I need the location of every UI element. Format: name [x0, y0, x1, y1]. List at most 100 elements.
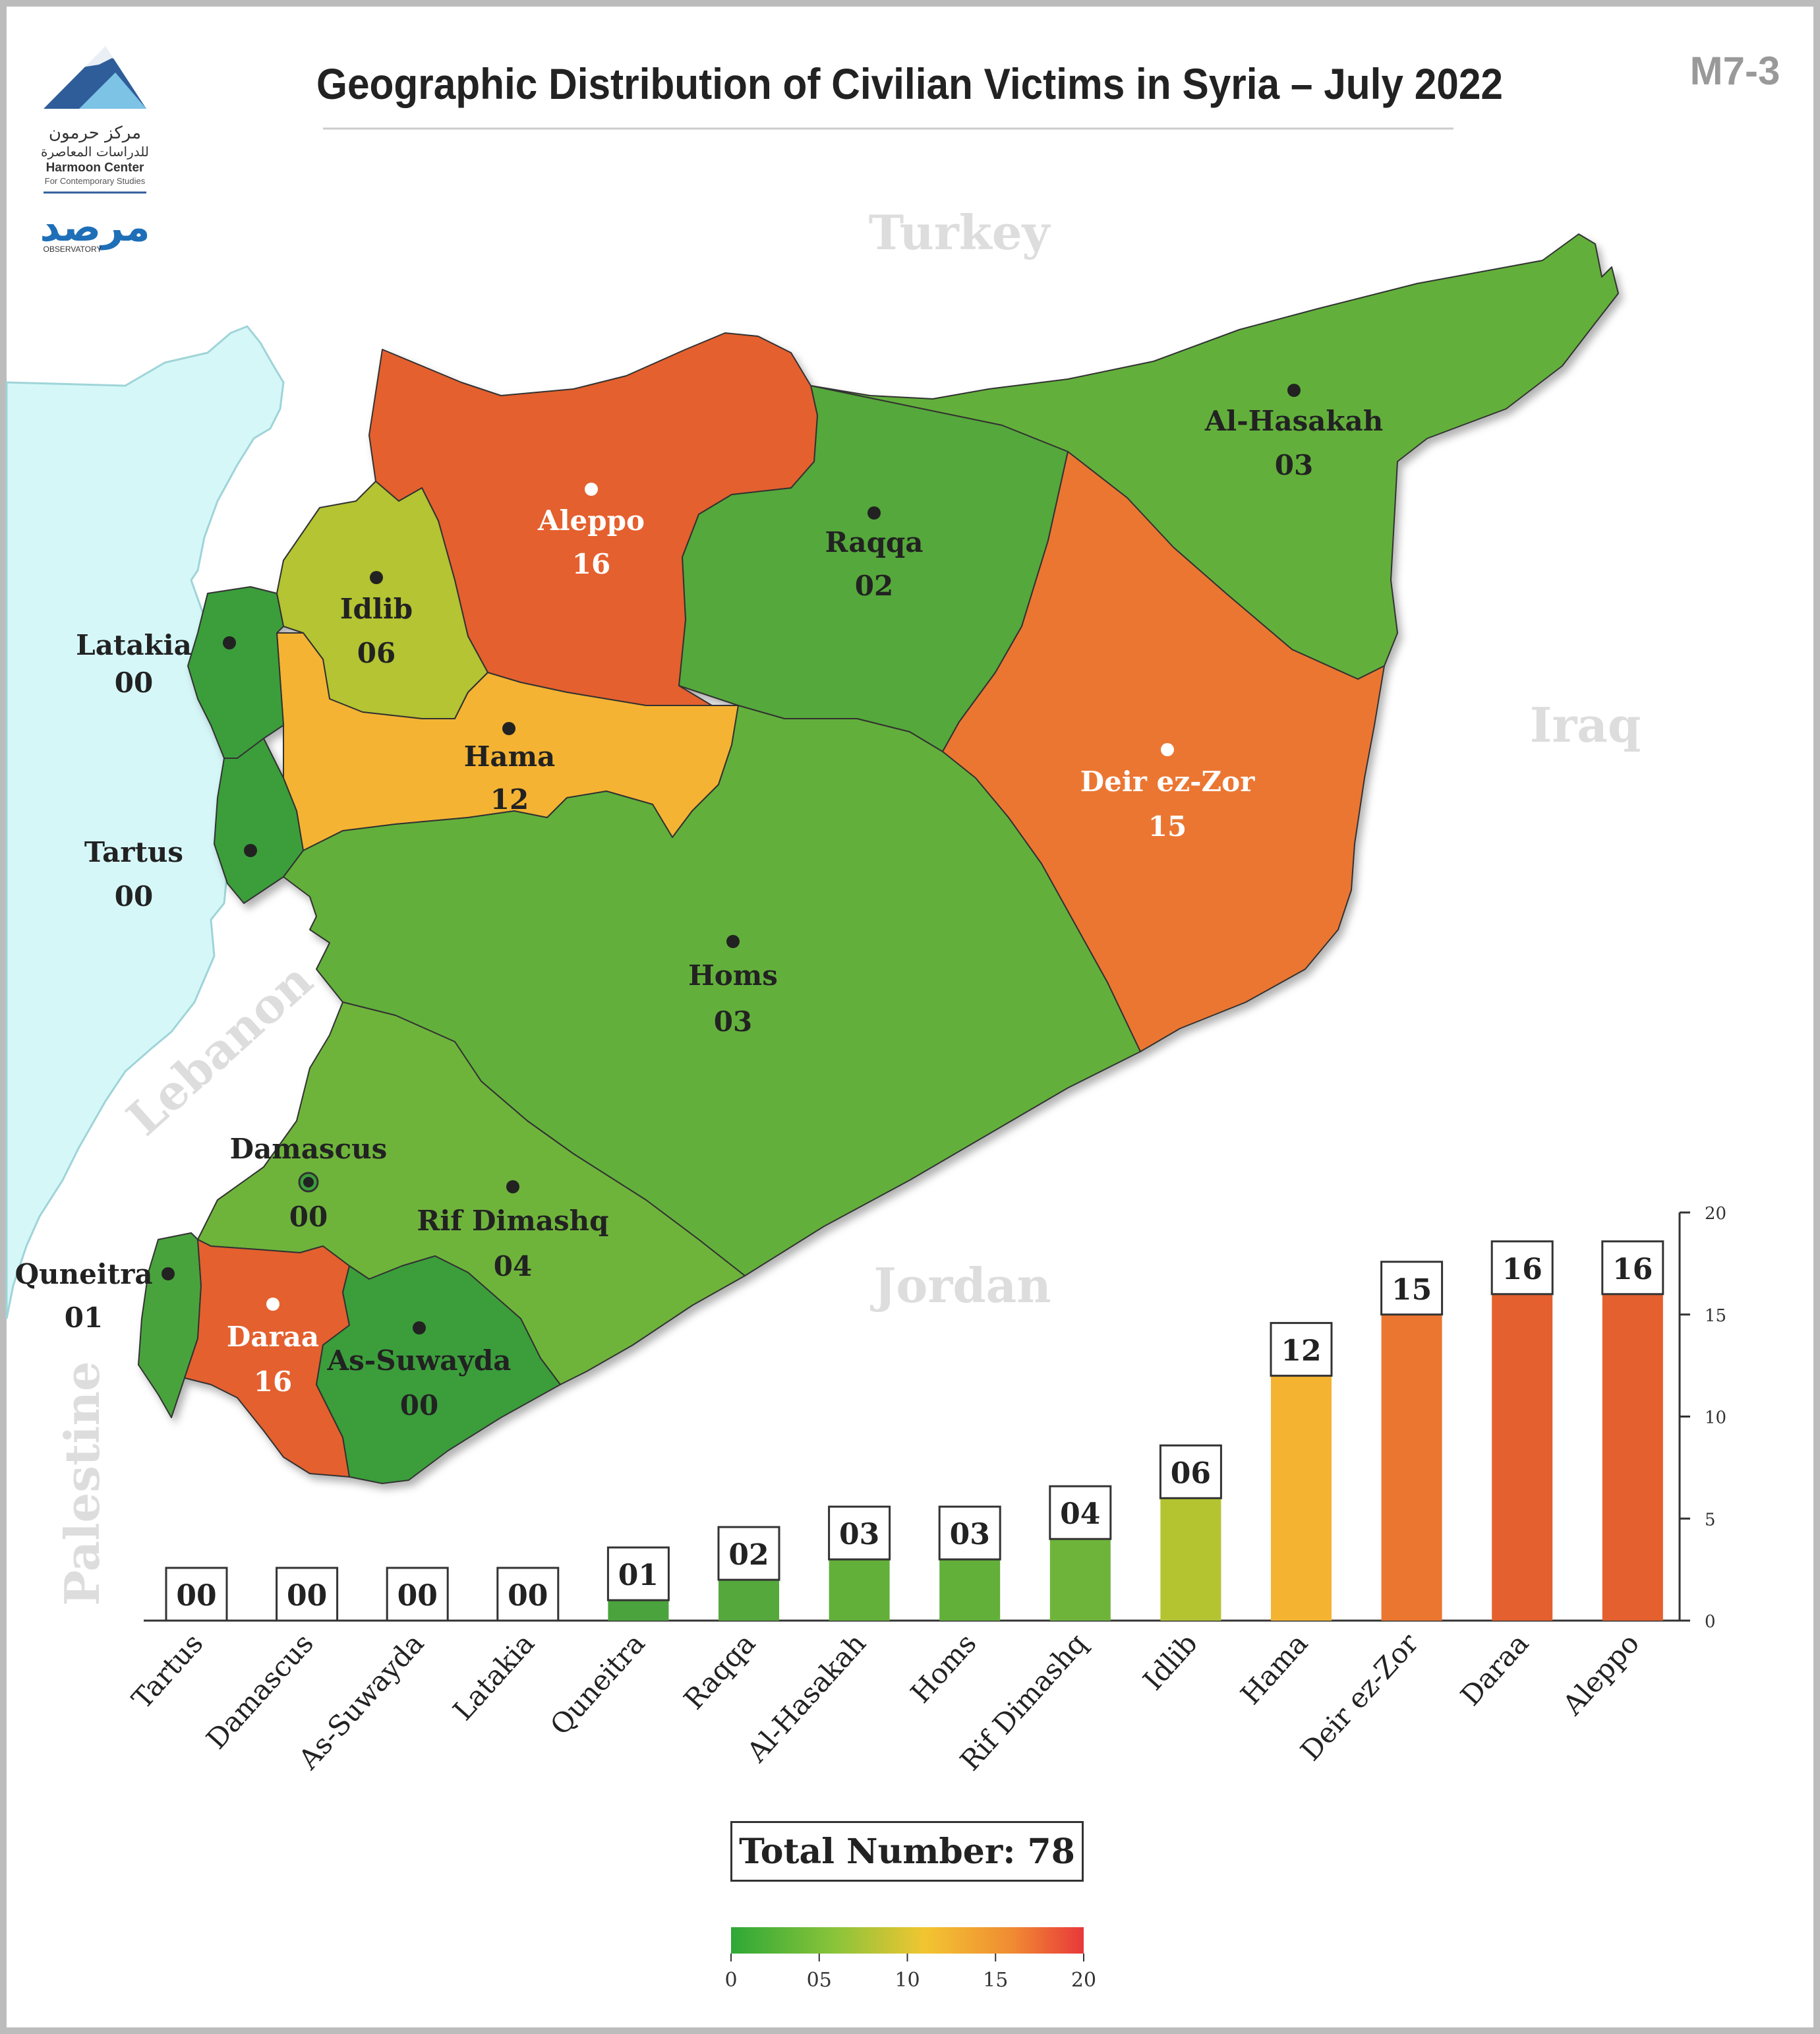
- page-title: Geographic Distribution of Civilian Vict…: [316, 59, 1503, 108]
- logo-arabic-2: للدراسات المعاصرة: [41, 144, 149, 160]
- bar-value-label: 16: [1612, 1253, 1653, 1286]
- marker-quneitra: [161, 1267, 175, 1280]
- label-raqqa: Raqqa 02: [825, 506, 924, 602]
- region-as-suwayda[interactable]: [316, 1255, 561, 1484]
- marker-as-suwayda: [413, 1321, 426, 1334]
- bar-value-box: [276, 1567, 339, 1622]
- syria-map: [138, 233, 1619, 1484]
- name-damascus: Damascus: [230, 1133, 388, 1165]
- bar-value-box: [1490, 1240, 1554, 1296]
- value-quneitra: 01: [65, 1301, 103, 1334]
- country-palestine: Palestine: [54, 1361, 110, 1605]
- observatory-arabic: مرصد: [40, 204, 150, 251]
- marker-damascus: [303, 1177, 314, 1187]
- name-hama: Hama: [464, 740, 556, 773]
- logo-name: Harmoon Center: [46, 161, 144, 175]
- bar-value-label: 04: [1060, 1497, 1100, 1531]
- marker-homs: [726, 935, 740, 948]
- marker-latakia: [223, 636, 236, 649]
- bar-value-box: [828, 1505, 891, 1561]
- marker-rif-dimashq: [506, 1180, 519, 1193]
- marker-aleppo: [585, 483, 598, 496]
- category-label: Damascus: [200, 1627, 320, 1755]
- color-scale: 0 05 10 15 20: [724, 1927, 1096, 1992]
- bar-value-label: 03: [950, 1518, 990, 1551]
- bar-value-box: [1049, 1485, 1112, 1540]
- label-tartus: Tartus 00: [84, 836, 257, 912]
- bar[interactable]: [719, 1580, 779, 1621]
- map-code: M7-3: [1690, 49, 1780, 93]
- bar-value-box: [1159, 1444, 1222, 1499]
- bar-value-label: 16: [1502, 1253, 1542, 1286]
- label-rif-dimashq: Rif Dimashq 04: [417, 1180, 609, 1282]
- label-as-suwayda: As-Suwayda 00: [327, 1321, 512, 1421]
- bar[interactable]: [1049, 1539, 1111, 1621]
- name-as-suwayda: As-Suwayda: [327, 1344, 512, 1377]
- bar-value-box: [1270, 1322, 1333, 1377]
- bar-value-label: 00: [176, 1579, 216, 1613]
- category-label: Quneitra: [544, 1627, 651, 1741]
- category-label: Daraa: [1454, 1627, 1535, 1712]
- scale-tick-label: 10: [895, 1969, 920, 1992]
- bar[interactable]: [829, 1559, 890, 1621]
- y-tick-label: 20: [1705, 1204, 1726, 1224]
- category-label: Tartus: [125, 1627, 209, 1715]
- marker-hama: [502, 722, 515, 735]
- bar[interactable]: [1381, 1314, 1442, 1621]
- logo-sub: For Contemporary Studies: [45, 176, 146, 186]
- country-jordan: Jordan: [869, 1257, 1051, 1313]
- label-quneitra: Quneitra 01: [15, 1258, 175, 1334]
- y-tick-label: 5: [1705, 1510, 1716, 1530]
- name-al-hasakah: Al-Hasakah: [1204, 405, 1384, 437]
- bar[interactable]: [1602, 1294, 1663, 1621]
- bar-value-box: [717, 1526, 780, 1581]
- bar-value-box: [1601, 1240, 1664, 1296]
- label-idlib: Idlib 06: [340, 571, 413, 669]
- value-aleppo: 16: [572, 548, 610, 580]
- marker-daraa: [266, 1298, 279, 1311]
- value-daraa: 16: [254, 1365, 292, 1398]
- region-labels: Al-Hasakah 03 Aleppo 16 Raqqa 02 Idlib 0…: [15, 384, 1383, 1421]
- value-deir-ez-zor: 15: [1148, 810, 1187, 843]
- bar[interactable]: [608, 1600, 669, 1621]
- bar[interactable]: [1271, 1375, 1332, 1621]
- harmoon-logo: مركز حرمون للدراسات المعاصرة Harmoon Cen…: [41, 46, 149, 194]
- marker-al-hasakah: [1287, 384, 1301, 397]
- label-aleppo: Aleppo 16: [537, 483, 645, 580]
- bar[interactable]: [1492, 1294, 1553, 1621]
- value-idlib: 06: [357, 637, 396, 669]
- bar-value-label: 12: [1281, 1334, 1321, 1368]
- bar-value-label: 15: [1392, 1273, 1432, 1307]
- value-homs: 03: [714, 1005, 752, 1038]
- name-daraa: Daraa: [227, 1321, 319, 1353]
- name-raqqa: Raqqa: [825, 526, 923, 558]
- value-latakia: 00: [115, 667, 153, 699]
- value-damascus: 00: [289, 1201, 328, 1233]
- y-tick-label: 0: [1705, 1612, 1716, 1632]
- marker-deir-ez-zor: [1161, 743, 1174, 756]
- name-homs: Homs: [688, 959, 778, 992]
- bar[interactable]: [939, 1559, 1001, 1621]
- scale-tick-label: 20: [1071, 1969, 1096, 1992]
- category-label: Hama: [1234, 1627, 1314, 1711]
- category-label: Aleppo: [1556, 1627, 1645, 1721]
- category-label: Idlib: [1136, 1627, 1203, 1696]
- bar-value-label: 00: [508, 1579, 548, 1613]
- bar-value-box: [386, 1567, 449, 1622]
- bar[interactable]: [1160, 1498, 1221, 1621]
- name-idlib: Idlib: [340, 593, 413, 625]
- bar-value-box: [165, 1567, 228, 1622]
- color-scale-ticks: 0 05 10 15 20: [724, 1954, 1096, 1992]
- label-daraa: Daraa 16: [227, 1298, 319, 1398]
- bar-value-label: 06: [1171, 1456, 1211, 1490]
- value-rif-dimashq: 04: [494, 1250, 532, 1282]
- value-raqqa: 02: [855, 570, 893, 602]
- category-label: Deir ez-Zor: [1294, 1627, 1424, 1767]
- name-rif-dimashq: Rif Dimashq: [417, 1205, 608, 1237]
- label-deir-ez-zor: Deir ez-Zor 15: [1080, 743, 1256, 843]
- country-turkey: Turkey: [869, 204, 1051, 260]
- bar-value-label: 02: [728, 1538, 769, 1572]
- name-deir-ez-zor: Deir ez-Zor: [1080, 765, 1256, 798]
- logo-arabic-1: مركز حرمون: [49, 123, 141, 143]
- category-label: Raqqa: [678, 1627, 762, 1716]
